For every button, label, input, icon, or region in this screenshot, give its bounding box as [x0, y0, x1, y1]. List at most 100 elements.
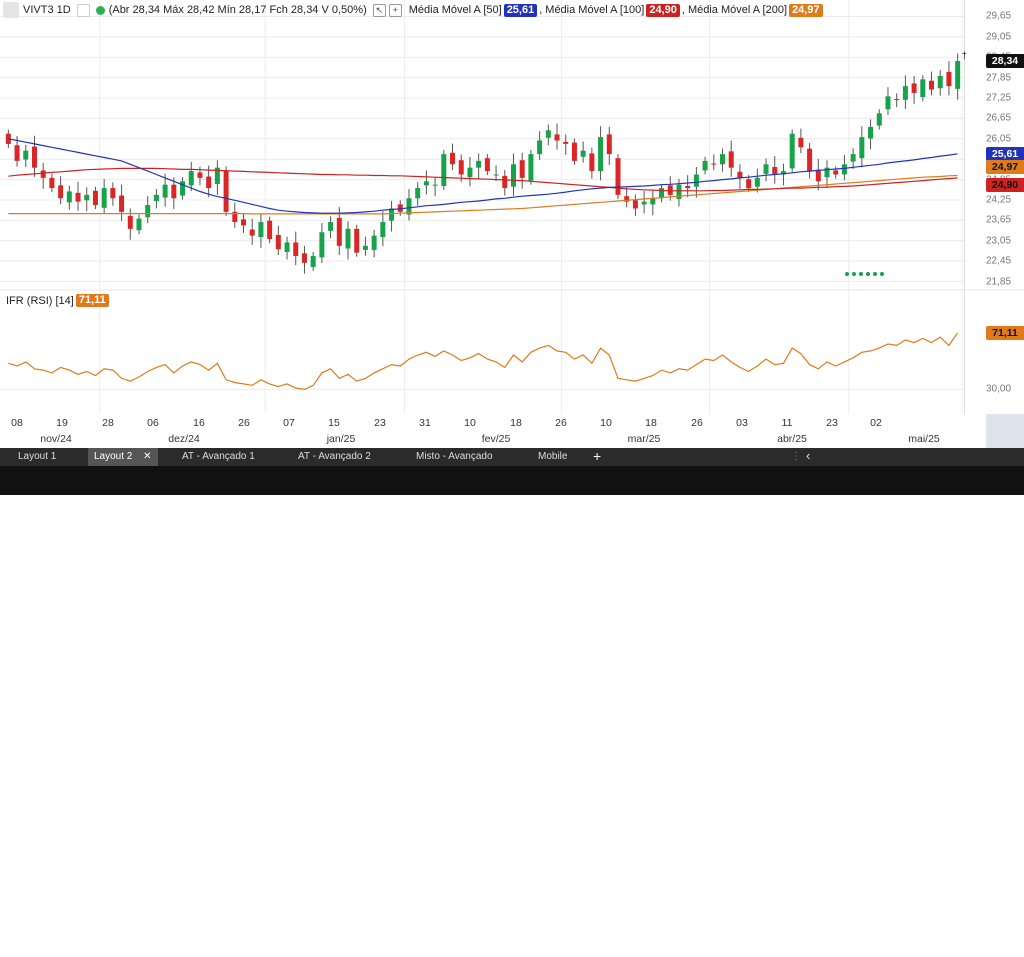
date-tick-label: 31: [419, 417, 431, 429]
add-tab-icon[interactable]: +: [593, 448, 602, 464]
date-tick-label: 18: [510, 417, 522, 429]
candle-body: [162, 184, 168, 198]
ma200-label[interactable]: Média Móvel A [200]: [687, 4, 787, 16]
ma200-axis-badge: 24,97: [986, 160, 1024, 174]
price-chart[interactable]: †: [0, 0, 1024, 448]
chart-settings-icon[interactable]: [3, 2, 19, 18]
price-tick-label: 27,25: [986, 92, 1012, 104]
footer-bar: Nelogica: [0, 466, 1024, 956]
rsi-label[interactable]: IFR (RSI) [14]: [6, 294, 74, 307]
candle-body: [197, 172, 203, 178]
candle-body: [859, 137, 865, 159]
price-tick-label: 24,25: [986, 194, 1012, 206]
candle-body: [641, 201, 647, 205]
candle-body: [214, 167, 220, 184]
candle-body: [580, 150, 586, 157]
candle-body: [450, 152, 456, 165]
candle-body: [711, 163, 717, 165]
date-tick-label: 26: [555, 417, 567, 429]
price-tick-label: 26,65: [986, 112, 1012, 124]
candle-body: [328, 222, 334, 231]
candle-body: [510, 164, 516, 187]
cursor-tool-icon[interactable]: ↖: [372, 3, 386, 17]
date-tick-label: 07: [283, 417, 295, 429]
candle-body: [319, 232, 325, 258]
candle-body: [772, 167, 778, 175]
add-indicator-icon[interactable]: +: [388, 3, 402, 17]
candle-body: [127, 215, 133, 229]
date-tick-label: 23: [374, 417, 386, 429]
signal-dot: [859, 272, 863, 276]
candle-body: [84, 194, 90, 201]
month-tick-label: mai/25: [908, 433, 940, 445]
candle-body: [145, 205, 151, 218]
candle-body: [754, 177, 760, 187]
candle-body: [937, 75, 943, 89]
candle-body: [397, 204, 403, 212]
candle-body: [589, 153, 595, 172]
ticker-label[interactable]: VIVT3 1D: [23, 4, 71, 16]
date-tick-label: 16: [193, 417, 205, 429]
ma50-axis-badge: 25,61: [986, 146, 1024, 161]
candle-body: [58, 185, 64, 199]
candle-body: [275, 234, 281, 250]
candle-body: [876, 113, 882, 126]
date-tick-label: 26: [238, 417, 250, 429]
candle-body: [807, 148, 813, 172]
candle-body: [519, 160, 525, 178]
month-tick-label: mar/25: [627, 433, 661, 445]
ma200-line: [8, 174, 958, 215]
candle-body: [598, 137, 604, 172]
date-tick-label: 15: [328, 417, 340, 429]
price-tick-label: 29,05: [986, 31, 1012, 43]
rsi-value: 71,11: [75, 294, 109, 307]
candle-body: [537, 140, 543, 155]
ohlc-readout: (Abr 28,34 Máx 28,42 Mín 28,17 Fch 28,34…: [108, 4, 367, 16]
ticker-menu-icon[interactable]: [76, 3, 90, 17]
candle-body: [467, 167, 473, 178]
candle-body: [249, 229, 255, 236]
date-tick-label: 10: [600, 417, 612, 429]
ma-separator: ,: [681, 4, 685, 16]
tab-at-avancado-2[interactable]: AT - Avançado 2: [298, 451, 371, 462]
candle-body: [206, 176, 212, 189]
candle-body: [458, 160, 464, 175]
candle-body: [929, 80, 935, 90]
tab-menu-icon[interactable]: ⋮: [791, 451, 801, 462]
ma50-value: 25,61: [503, 3, 538, 17]
close-tab-icon[interactable]: ✕: [143, 451, 152, 462]
candle-body: [798, 137, 804, 148]
candle-body: [502, 175, 508, 189]
month-tick-label: dez/24: [168, 433, 200, 445]
brand-name: Nelogica: [470, 939, 535, 956]
candle-body: [75, 192, 81, 202]
candle-body: [746, 179, 752, 189]
tab-at-avancado-1[interactable]: AT - Avançado 1: [182, 451, 255, 462]
candle-body: [606, 134, 612, 155]
tab-layout-2[interactable]: Layout 2 ✕: [88, 448, 158, 466]
tab-misto-avancado[interactable]: Misto - Avançado: [416, 451, 493, 462]
candle-body: [354, 228, 360, 253]
rsi-line: [8, 332, 959, 391]
candle-body: [136, 218, 142, 231]
candle-body: [946, 71, 952, 87]
candle-body: [789, 133, 795, 169]
candle-body: [624, 196, 630, 202]
tab-scroll-left-icon[interactable]: ‹: [806, 448, 811, 463]
ma200-value: 24,97: [789, 3, 823, 17]
tab-layout-1[interactable]: Layout 1: [18, 451, 57, 462]
candle-body: [528, 154, 534, 181]
candle-body: [955, 61, 961, 89]
candle-body: [850, 154, 856, 162]
date-tick-label: 26: [691, 417, 703, 429]
tab-mobile[interactable]: Mobile: [538, 451, 568, 462]
candle-body: [659, 188, 665, 199]
candle-body: [423, 181, 429, 186]
candle-body: [380, 222, 386, 237]
ma50-label[interactable]: Média Móvel A [50]: [408, 4, 502, 16]
candle-body: [14, 145, 20, 161]
ma100-label[interactable]: Média Móvel A [100]: [545, 4, 645, 16]
last-candle-mark: †: [962, 51, 968, 62]
candle-body: [571, 142, 577, 161]
ma50-line: [8, 138, 958, 214]
